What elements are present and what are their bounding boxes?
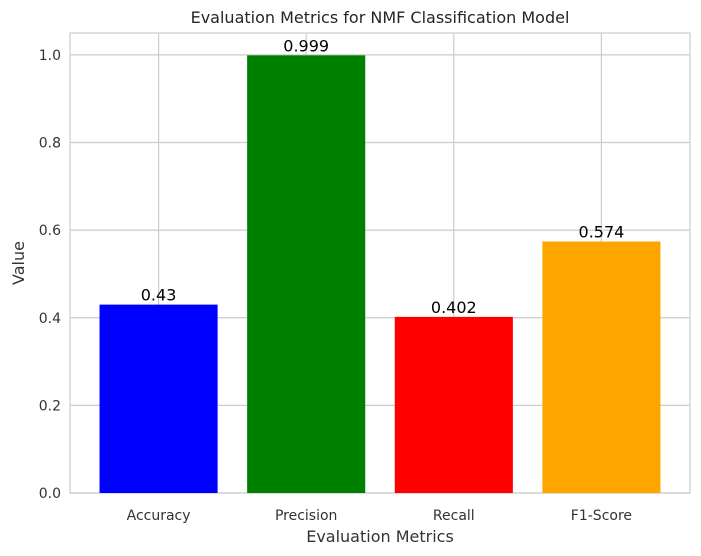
bar-accuracy (99, 304, 218, 493)
bar-f1-score (542, 241, 661, 493)
data-labels: 0.43 0.999 0.402 0.574 (141, 36, 625, 317)
data-label-accuracy: 0.43 (141, 286, 177, 305)
bars (99, 55, 661, 493)
y-tick-label: 0.6 (39, 223, 61, 239)
chart-title: Evaluation Metrics for NMF Classificatio… (191, 8, 570, 27)
bar-recall (394, 316, 513, 493)
x-tick-label: Precision (275, 508, 337, 524)
x-tick-label: F1-Score (571, 508, 632, 524)
y-tick-label: 1.0 (39, 48, 61, 64)
y-axis-title: Value (9, 241, 28, 285)
y-axis-ticks: 0.0 0.2 0.4 0.6 0.8 1.0 (39, 48, 61, 502)
data-label-recall: 0.402 (431, 298, 477, 317)
y-tick-label: 0.0 (39, 486, 61, 502)
y-tick-label: 0.8 (39, 136, 61, 152)
x-tick-label: Recall (433, 508, 475, 524)
data-label-precision: 0.999 (283, 36, 329, 55)
data-label-f1-score: 0.574 (579, 223, 625, 242)
bar-precision (247, 55, 366, 493)
x-axis-title: Evaluation Metrics (306, 527, 454, 546)
x-axis-ticks: Accuracy Precision Recall F1-Score (127, 508, 632, 524)
x-tick-label: Accuracy (127, 508, 191, 524)
y-tick-label: 0.4 (39, 311, 61, 327)
y-tick-label: 0.2 (39, 398, 61, 414)
